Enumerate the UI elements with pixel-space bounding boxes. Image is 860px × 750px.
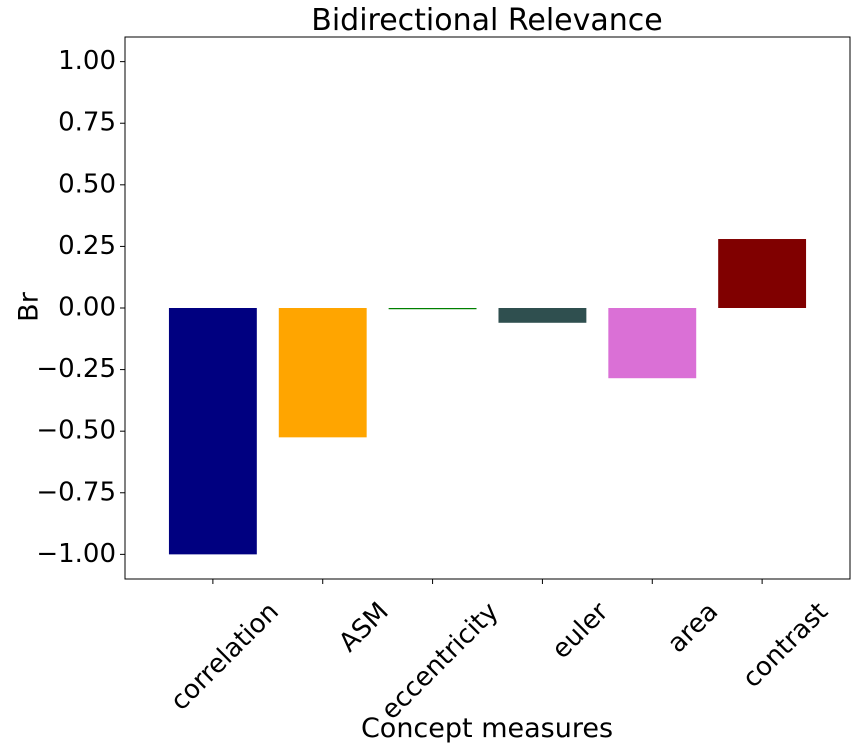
y-axis-ticks: −1.00 −0.75 −0.50 −0.25 0.00 0.25 0.50 0.75 1.00 — [36, 46, 125, 569]
bar-area — [608, 308, 697, 379]
x-tick-label: contrast — [737, 597, 834, 694]
y-tick-label: 0.75 — [58, 108, 116, 138]
bar-asm — [278, 308, 367, 438]
bars — [168, 239, 807, 555]
x-axis-label: Concept measures — [361, 713, 613, 744]
bar-contrast — [718, 239, 807, 308]
y-tick-label: −0.75 — [36, 477, 116, 507]
y-axis-label: Br — [14, 291, 45, 322]
bar-correlation — [168, 308, 257, 555]
y-tick-label: 0.00 — [58, 293, 116, 323]
y-tick-label: 0.25 — [58, 231, 116, 261]
x-tick-label: ASM — [333, 597, 394, 658]
y-tick-label: 0.50 — [58, 169, 116, 199]
y-tick-label: −0.50 — [36, 416, 116, 446]
x-tick-label: area — [662, 597, 724, 659]
y-tick-label: −0.25 — [36, 354, 116, 384]
y-tick-label: 1.00 — [58, 46, 116, 76]
chart-title: Bidirectional Relevance — [311, 3, 663, 38]
y-tick-label: −1.00 — [36, 539, 116, 569]
bar-eccentricity — [388, 308, 477, 310]
x-tick-label: euler — [546, 597, 614, 665]
x-tick-label: correlation — [165, 597, 285, 717]
bar-euler — [498, 308, 587, 323]
x-tick-label: eccentricity — [376, 597, 505, 726]
plot-area-frame — [124, 36, 851, 580]
